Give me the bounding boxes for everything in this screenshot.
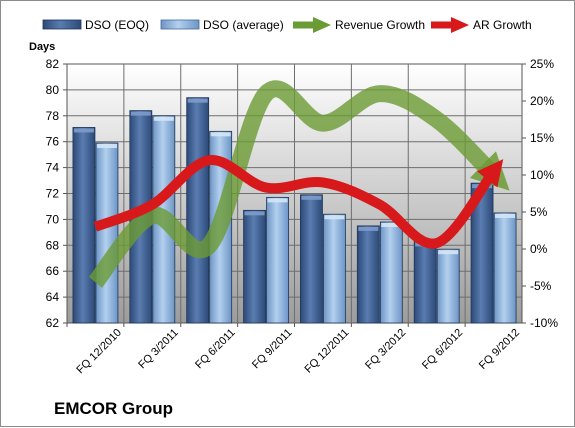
bar-cap <box>324 215 345 220</box>
x-tick-label: FQ 6/2011 <box>193 327 238 372</box>
legend-arrowhead <box>451 17 469 33</box>
bar-dso-average <box>95 142 119 324</box>
legend-swatch <box>160 19 200 30</box>
x-tick-label: FQ 12/2010 <box>74 327 124 377</box>
legend-label: AR Growth <box>473 18 532 32</box>
bar-dso-eoq <box>356 225 380 324</box>
bar-cap <box>381 222 402 227</box>
y2-tick-label: 5% <box>530 205 548 219</box>
y2-tick-label: 20% <box>530 94 554 108</box>
y2-tick-label: 0% <box>530 242 548 256</box>
y2-tick-label: -5% <box>530 279 552 293</box>
y2-tick-label: 15% <box>530 131 554 145</box>
y-tick-label: 64 <box>46 290 60 304</box>
y-tick-label: 72 <box>46 187 60 201</box>
bar-dso-average <box>266 196 289 324</box>
y-tick-label: 74 <box>46 161 60 175</box>
bar-cap <box>438 250 459 255</box>
legend-arrowhead <box>313 17 331 33</box>
bar-cap <box>73 128 94 133</box>
bar-dso-eoq <box>72 127 96 324</box>
y2-tick-label: 10% <box>530 168 554 182</box>
legend-label: DSO (EOQ) <box>85 18 149 32</box>
y-tick-label: 68 <box>46 238 60 252</box>
bar-dso-average <box>436 248 460 324</box>
company-name: EMCOR Group <box>54 399 173 418</box>
y-tick-label: 66 <box>46 264 60 278</box>
secondary-y-axis: -10% -5% 0% 5% 10% 15% 20% 25% <box>522 57 558 330</box>
y-tick-label: 78 <box>46 109 60 123</box>
bar-dso-average <box>323 213 346 324</box>
bar-dso-eoq <box>243 209 266 324</box>
legend-label: DSO (average) <box>203 18 284 32</box>
y2-tick-label: 25% <box>530 57 554 71</box>
bar-cap <box>358 226 379 231</box>
bar-cap <box>96 143 117 148</box>
y-tick-label: 82 <box>46 57 60 71</box>
y-tick-label: 80 <box>46 83 60 97</box>
bar-cap <box>495 213 516 218</box>
x-tick-label: FQ 3/2011 <box>136 327 181 372</box>
bar-dso-average <box>379 221 403 324</box>
line-series <box>88 80 510 288</box>
bar-dso-eoq <box>186 97 210 324</box>
x-tick-label: FQ 9/2012 <box>477 327 522 372</box>
bar-cap <box>301 195 322 200</box>
bar-dso-eoq <box>300 194 323 324</box>
chart-legend: DSO (EOQ) DSO (average) Revenue Growth AR G… <box>42 17 532 33</box>
y2-tick-label: -10% <box>530 316 558 330</box>
y-tick-label: 70 <box>46 212 60 226</box>
bar-cap <box>210 132 231 137</box>
bar-cap <box>187 98 208 103</box>
bar-cap <box>153 116 174 121</box>
y-axis-label: Days <box>29 41 56 53</box>
x-tick-label: FQ 12/2011 <box>303 327 352 376</box>
y-tick-label: 62 <box>46 316 60 330</box>
y-tick-label: 76 <box>46 135 60 149</box>
x-tick-label: FQ 3/2012 <box>363 327 408 372</box>
bar-cap <box>244 211 265 216</box>
x-tick-label: FQ 9/2011 <box>250 327 295 372</box>
x-tick-label: FQ 6/2012 <box>420 327 465 372</box>
revenue-growth-line <box>88 80 510 288</box>
bar-cap <box>130 111 151 116</box>
bar-dso-eoq <box>413 241 437 324</box>
legend-swatch <box>42 19 82 30</box>
ar-growth-line <box>93 155 504 249</box>
legend-label: Revenue Growth <box>335 18 425 32</box>
bar-series <box>72 97 517 324</box>
primary-y-axis: 62 64 66 68 70 72 74 76 78 80 82 <box>46 57 67 330</box>
bar-dso-average <box>493 212 517 324</box>
bar-cap <box>267 198 288 203</box>
x-axis: FQ 12/2010 FQ 3/2011 FQ 6/2011 FQ 9/2011 FQ … <box>66 323 522 377</box>
